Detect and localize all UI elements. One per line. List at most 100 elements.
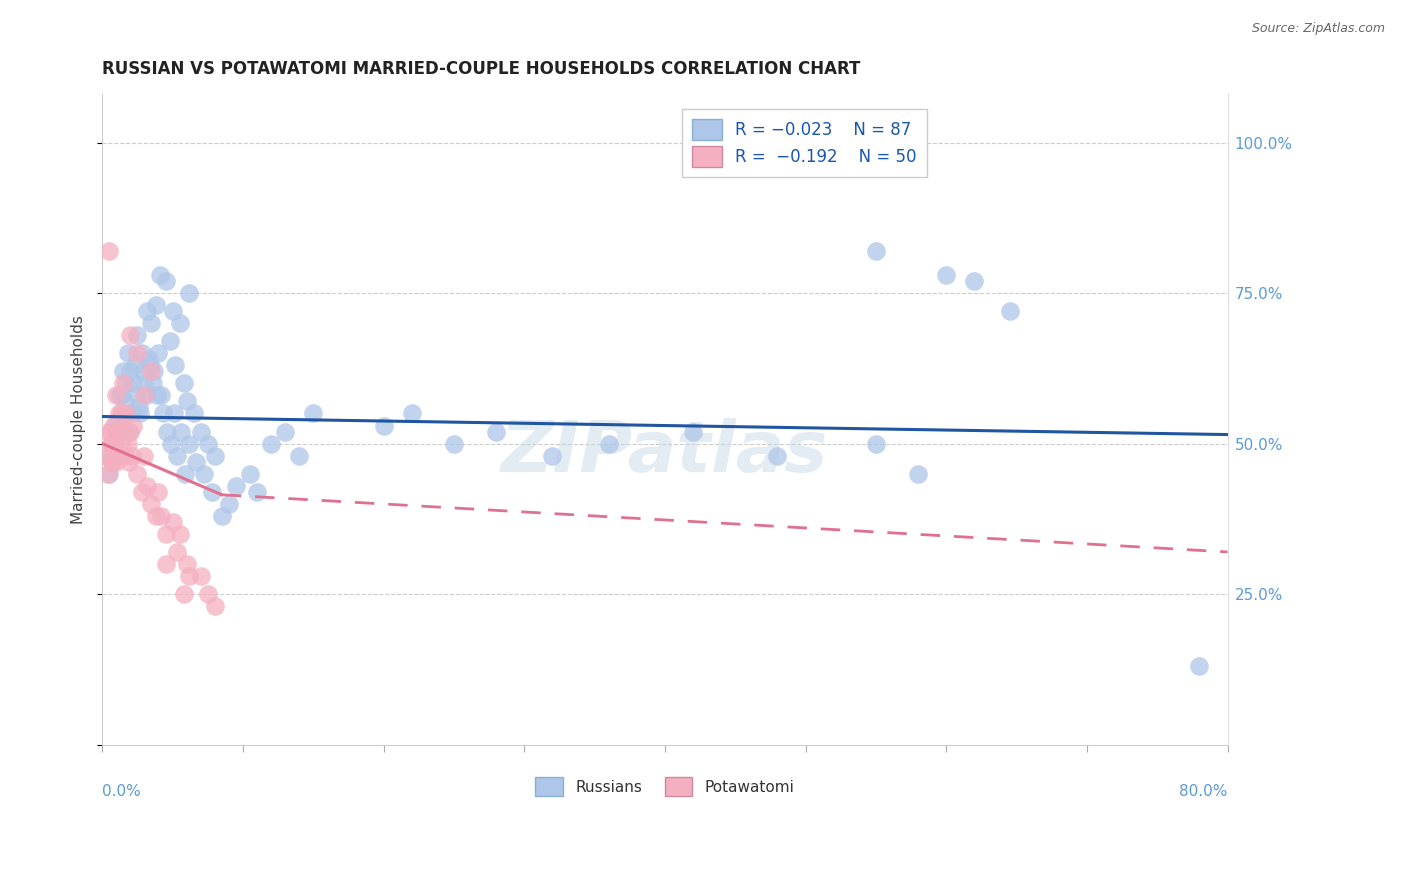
Point (105, 455, 128, 469)
Point (186, 455, 208, 469)
Point (103, 418, 125, 433)
Point (239, 467, 262, 481)
Point (155, 557, 177, 571)
Point (146, 388, 169, 402)
Point (124, 359, 146, 373)
Point (97, 467, 120, 481)
Point (225, 479, 247, 493)
Point (117, 346, 139, 360)
Point (131, 346, 153, 360)
Point (150, 508, 173, 523)
Point (115, 407, 138, 421)
Point (98, 244, 121, 258)
Point (114, 449, 136, 463)
Point (998, 304, 1021, 318)
Point (152, 407, 174, 421)
Point (128, 401, 150, 415)
Point (173, 376, 195, 391)
Point (108, 407, 131, 421)
Point (935, 268, 957, 282)
Point (107, 412, 129, 426)
Point (148, 346, 170, 360)
Point (100, 449, 122, 463)
Point (108, 388, 131, 402)
Y-axis label: Married-couple Households: Married-couple Households (72, 315, 86, 524)
Point (166, 449, 188, 463)
Point (122, 418, 145, 433)
Point (246, 484, 269, 499)
Point (176, 557, 198, 571)
Point (136, 479, 159, 493)
Point (865, 436, 887, 450)
Point (682, 118, 704, 132)
Point (148, 484, 170, 499)
Point (107, 425, 129, 439)
Text: 80.0%: 80.0% (1180, 783, 1227, 798)
Point (163, 407, 186, 421)
Point (373, 418, 395, 433)
Point (710, 136, 733, 150)
Point (176, 394, 198, 409)
Point (174, 467, 197, 481)
Point (165, 359, 187, 373)
Point (149, 268, 172, 282)
Point (183, 407, 205, 421)
Point (132, 364, 155, 378)
Text: 0.0%: 0.0% (103, 783, 141, 798)
Point (260, 436, 283, 450)
Point (193, 467, 215, 481)
Point (682, 425, 704, 439)
Point (131, 484, 153, 499)
Point (963, 274, 986, 288)
Point (173, 587, 195, 601)
Point (103, 436, 125, 450)
Point (169, 316, 191, 330)
Point (110, 407, 132, 421)
Point (112, 418, 135, 433)
Point (105, 425, 128, 439)
Point (201, 484, 224, 499)
Point (104, 418, 127, 433)
Point (179, 286, 201, 301)
Point (162, 515, 184, 529)
Point (103, 436, 125, 450)
Point (121, 449, 143, 463)
Point (145, 508, 167, 523)
Point (150, 388, 173, 402)
Point (274, 425, 297, 439)
Point (190, 425, 212, 439)
Point (117, 436, 139, 450)
Point (118, 455, 141, 469)
Point (145, 298, 167, 312)
Point (138, 352, 160, 367)
Point (100, 425, 122, 439)
Point (127, 328, 149, 343)
Point (96, 449, 118, 463)
Point (98, 425, 121, 439)
Point (1188, 659, 1211, 673)
Point (598, 436, 620, 450)
Point (121, 407, 143, 421)
Point (115, 376, 138, 391)
Point (179, 569, 201, 583)
Point (122, 376, 145, 391)
Legend: Russians, Potawatomi: Russians, Potawatomi (529, 771, 800, 802)
Point (108, 449, 131, 463)
Point (104, 436, 127, 450)
Point (141, 364, 163, 378)
Point (101, 436, 124, 450)
Point (288, 449, 311, 463)
Point (105, 388, 128, 402)
Point (156, 425, 179, 439)
Point (136, 304, 159, 318)
Point (120, 328, 142, 343)
Point (134, 376, 156, 391)
Point (401, 407, 423, 421)
Point (135, 388, 157, 402)
Point (129, 407, 152, 421)
Point (162, 304, 184, 318)
Point (179, 436, 201, 450)
Point (120, 425, 142, 439)
Point (134, 388, 156, 402)
Point (166, 545, 188, 559)
